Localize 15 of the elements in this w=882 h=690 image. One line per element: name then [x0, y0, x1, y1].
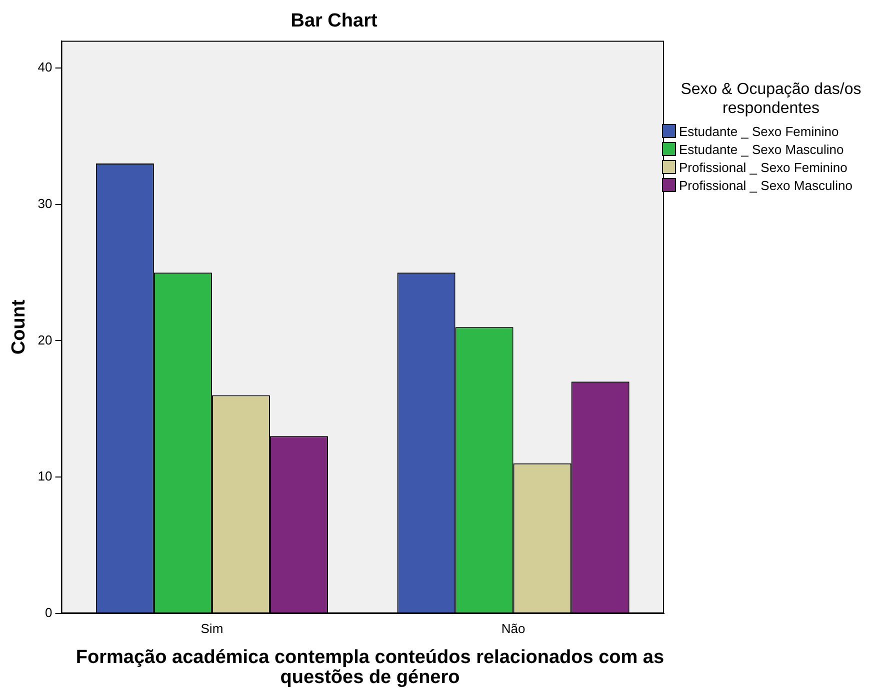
- x-tick-label: Sim: [200, 620, 224, 636]
- x-tick-label: Não: [501, 620, 526, 636]
- y-tick-label: 40: [38, 60, 52, 75]
- legend-label: Profissional _ Sexo Masculino: [679, 178, 852, 192]
- legend-title: Sexo & Ocupação das/os respondentes: [680, 80, 862, 118]
- y-tick-label: 0: [45, 604, 52, 620]
- legend-label: Estudante _ Sexo Masculino: [679, 142, 844, 156]
- y-tick-label: 10: [38, 468, 52, 484]
- chart-title: Bar Chart: [290, 10, 378, 32]
- legend-label: Estudante _ Sexo Feminino: [679, 124, 839, 138]
- y-axis-title: Count: [8, 299, 30, 355]
- legend-label: Profissional _ Sexo Feminino: [679, 160, 848, 174]
- y-tick-label: 20: [38, 332, 52, 348]
- y-tick-label: 30: [38, 196, 52, 211]
- x-axis-title: Formação académica contempla conteúdos relacionados com as questões de género: [74, 647, 666, 688]
